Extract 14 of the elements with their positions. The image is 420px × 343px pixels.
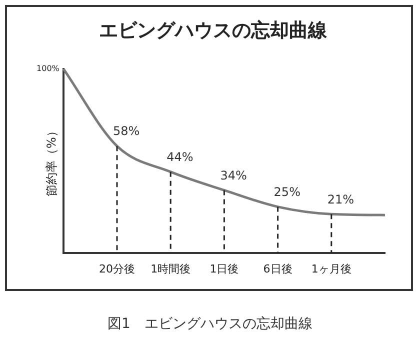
x-tick-label: 20分後 [99,262,135,276]
x-tick-label: 6日後 [263,262,292,276]
text: 100% [36,64,60,73]
x-tick-label: 1ヶ月後 [311,262,352,276]
data-label: 58% [113,124,140,138]
chart-title: エビングハウスの忘却曲線 [99,19,328,42]
x-tick-label: 1日後 [210,262,239,276]
data-label: 25% [274,184,300,199]
data-label: 34% [220,168,247,182]
data-label: 44% [166,150,194,164]
data-label: 21% [327,192,354,206]
y-axis-title: 節約率（%） [44,125,58,197]
caption: 図1 エビングハウスの忘却曲線 [106,315,314,333]
x-tick-label: 1時間後 [150,262,191,276]
